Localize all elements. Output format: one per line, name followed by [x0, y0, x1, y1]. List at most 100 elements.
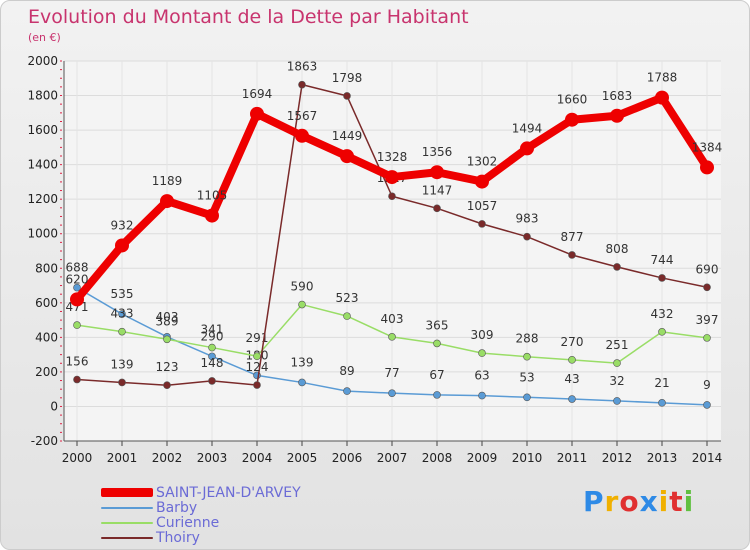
- y-tick-label: 0: [50, 399, 58, 413]
- data-label: 620: [66, 272, 89, 286]
- data-point: [703, 283, 711, 292]
- legend-label-curienne: Curienne: [156, 515, 220, 531]
- data-label: 148: [201, 356, 224, 370]
- data-label: 690: [696, 262, 719, 276]
- y-tick-label: 600: [35, 296, 58, 310]
- data-point: [298, 80, 306, 89]
- data-point: [343, 312, 351, 320]
- data-label: 77: [384, 366, 399, 380]
- x-tick-label: 2012: [602, 451, 633, 465]
- y-tick-label: 1400: [27, 158, 58, 172]
- logo-letter: i: [683, 485, 695, 518]
- data-point: [115, 238, 129, 253]
- data-point: [388, 192, 396, 201]
- logo-letter: t: [669, 485, 684, 518]
- x-tick-label: 2011: [557, 451, 588, 465]
- data-label: 433: [111, 307, 134, 321]
- x-tick-label: 2008: [422, 451, 453, 465]
- data-label: 1683: [602, 89, 633, 103]
- data-label: 43: [564, 372, 579, 386]
- data-label: 983: [516, 212, 539, 226]
- proxiti-logo: Proxiti: [583, 485, 694, 518]
- chart-title: Evolution du Montant de la Dette par Hab…: [28, 6, 469, 28]
- data-label: 877: [561, 230, 584, 244]
- data-point: [523, 393, 531, 402]
- x-tick-label: 2001: [107, 451, 138, 465]
- x-tick-label: 2004: [242, 451, 273, 465]
- data-label: 808: [606, 242, 629, 256]
- data-point: [703, 334, 711, 342]
- x-tick-label: 2007: [377, 451, 408, 465]
- data-label: 590: [291, 280, 314, 294]
- data-label: 1694: [242, 87, 273, 101]
- data-point: [613, 263, 621, 271]
- data-label: 123: [156, 360, 179, 374]
- legend-item-saint-jean-d-arvey: SAINT-JEAN-D'ARVEY: [101, 485, 361, 502]
- legend-swatch-thoiry: [101, 537, 153, 539]
- data-label: 251: [606, 338, 629, 352]
- data-point: [433, 391, 441, 399]
- data-label: 1567: [287, 109, 318, 123]
- x-tick-label: 2014: [692, 451, 723, 465]
- y-tick-label: 200: [35, 365, 58, 379]
- data-label: 1356: [422, 145, 453, 159]
- data-label: 1660: [557, 93, 588, 107]
- data-label: 291: [246, 331, 269, 345]
- data-label: 139: [291, 355, 314, 369]
- data-point: [118, 327, 126, 336]
- data-point: [343, 387, 351, 395]
- logo-letter: x: [639, 485, 659, 518]
- data-point: [343, 92, 351, 100]
- data-point: [565, 112, 579, 127]
- data-label: 1189: [152, 174, 183, 188]
- data-point: [163, 381, 171, 390]
- legend-item-curienne: Curienne: [101, 515, 361, 532]
- data-label: 309: [471, 328, 494, 342]
- data-label: 32: [609, 374, 624, 388]
- data-label: 1494: [512, 121, 543, 135]
- y-tick-label: 800: [35, 261, 58, 275]
- x-tick-label: 2002: [152, 451, 183, 465]
- data-label: 21: [654, 376, 669, 390]
- data-point: [520, 141, 534, 156]
- x-tick-label: 2013: [647, 451, 678, 465]
- data-point: [208, 377, 216, 385]
- y-tick-label: 1000: [27, 227, 58, 241]
- data-point: [478, 349, 486, 357]
- data-point: [433, 339, 441, 348]
- legend-label-thoiry: Thoiry: [156, 530, 200, 546]
- data-label: 403: [381, 312, 404, 326]
- x-tick-label: 2003: [197, 451, 228, 465]
- y-tick-label: 400: [35, 330, 58, 344]
- data-point: [658, 274, 666, 282]
- data-point: [388, 333, 396, 341]
- data-label: 1147: [422, 183, 453, 197]
- data-label: 67: [429, 368, 444, 382]
- data-point: [73, 283, 81, 292]
- data-point: [118, 310, 126, 318]
- y-tick-label: -200: [31, 434, 58, 448]
- y-tick-label: 2000: [27, 54, 58, 68]
- data-label: 535: [111, 287, 134, 301]
- data-label: 270: [561, 335, 584, 349]
- legend-item-thoiry: Thoiry: [101, 530, 361, 547]
- logo-letter: P: [583, 485, 605, 518]
- data-label: 932: [111, 218, 134, 232]
- data-point: [523, 352, 531, 361]
- data-label: 53: [519, 370, 534, 384]
- data-label: 1384: [692, 140, 723, 154]
- data-label: 63: [474, 369, 489, 383]
- data-point: [253, 381, 261, 389]
- data-point: [163, 335, 171, 344]
- data-point: [610, 108, 624, 123]
- data-label: 744: [651, 253, 674, 267]
- data-label: 89: [339, 364, 354, 378]
- data-point: [613, 359, 621, 367]
- legend-item-barby: Barby: [101, 500, 361, 517]
- data-point: [613, 397, 621, 405]
- legend-swatch-barby: [101, 507, 153, 509]
- logo-letter: i: [658, 485, 670, 518]
- data-point: [388, 389, 396, 397]
- data-point: [478, 391, 486, 400]
